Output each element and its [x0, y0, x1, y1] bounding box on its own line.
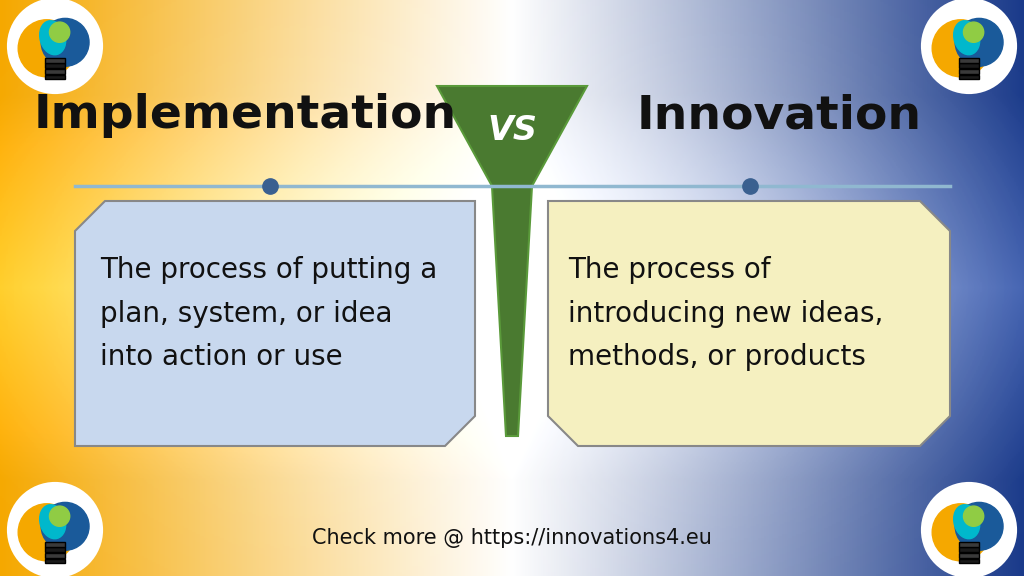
FancyBboxPatch shape [959, 553, 979, 558]
Text: Innovation: Innovation [637, 93, 922, 138]
Ellipse shape [40, 21, 66, 55]
FancyBboxPatch shape [45, 559, 65, 563]
Text: The process of putting a
plan, system, or idea
into action or use: The process of putting a plan, system, o… [100, 256, 437, 371]
Circle shape [932, 20, 989, 77]
Circle shape [964, 22, 984, 42]
Ellipse shape [953, 505, 980, 539]
FancyBboxPatch shape [959, 542, 979, 547]
Circle shape [932, 504, 989, 561]
Polygon shape [437, 86, 587, 436]
Ellipse shape [40, 505, 66, 539]
Circle shape [18, 504, 75, 561]
Polygon shape [75, 201, 475, 446]
FancyBboxPatch shape [45, 58, 65, 63]
FancyBboxPatch shape [959, 559, 979, 563]
FancyBboxPatch shape [45, 542, 65, 547]
Ellipse shape [953, 21, 980, 55]
FancyBboxPatch shape [959, 74, 979, 79]
FancyBboxPatch shape [959, 63, 979, 68]
Polygon shape [548, 201, 950, 446]
Text: Implementation: Implementation [34, 93, 457, 138]
Circle shape [955, 18, 1004, 66]
Circle shape [18, 20, 75, 77]
Circle shape [41, 502, 89, 550]
Circle shape [955, 502, 1004, 550]
FancyBboxPatch shape [959, 69, 979, 74]
FancyBboxPatch shape [959, 58, 979, 63]
Text: The process of
introducing new ideas,
methods, or products: The process of introducing new ideas, me… [568, 256, 884, 371]
FancyBboxPatch shape [959, 547, 979, 552]
Circle shape [41, 18, 89, 66]
Circle shape [923, 0, 1015, 92]
FancyBboxPatch shape [45, 74, 65, 79]
FancyBboxPatch shape [45, 547, 65, 552]
Circle shape [49, 506, 70, 526]
Circle shape [9, 484, 101, 576]
Text: Check more @ https://innovations4.eu: Check more @ https://innovations4.eu [312, 528, 712, 548]
Circle shape [923, 484, 1015, 576]
Text: VS: VS [487, 115, 537, 147]
FancyBboxPatch shape [45, 553, 65, 558]
FancyBboxPatch shape [45, 69, 65, 74]
Circle shape [49, 22, 70, 42]
FancyBboxPatch shape [45, 63, 65, 68]
Circle shape [964, 506, 984, 526]
Circle shape [9, 0, 101, 92]
